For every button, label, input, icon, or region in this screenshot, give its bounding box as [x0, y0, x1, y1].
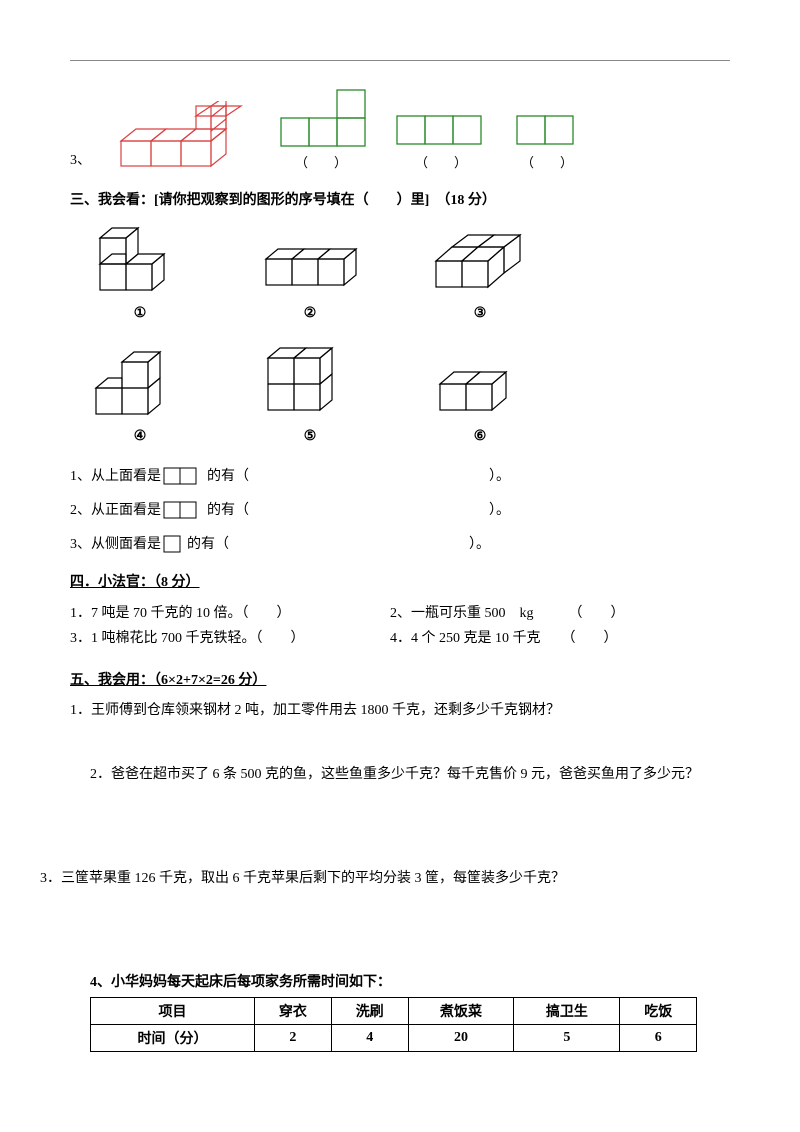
green-l-shape-icon: [271, 86, 371, 148]
q3-view-3: （ ）: [511, 106, 583, 171]
red-3d-cubes-icon: [111, 101, 251, 171]
cube-fig-4: [90, 342, 190, 422]
sec3-q2-end: ）。: [489, 499, 510, 519]
sec3-q2: 2、从正面看是 的有（ ）。: [70, 499, 730, 519]
sec3-q3-mid: 的有（: [187, 533, 229, 553]
sec4-r1: 2、一瓶可乐重 500 kg （ ）: [390, 601, 625, 626]
td-4: 5: [514, 1024, 620, 1051]
th-0: 项目: [91, 997, 255, 1024]
th-5: 吃饭: [620, 997, 697, 1024]
blank-paren-1: （ ）: [295, 152, 347, 171]
sec4-r2: 4．4 个 250 克是 10 千克 （ ）: [390, 626, 618, 651]
td-3: 20: [408, 1024, 514, 1051]
sec3-q1: 1、从上面看是 的有（ ）。: [70, 465, 730, 485]
sec3-q3-prefix: 3、从侧面看是: [70, 533, 161, 553]
sec5-q4-intro: 4、小华妈妈每天起床后每项家务所需时间如下：: [90, 971, 730, 991]
cube-label-6: ⑥: [430, 428, 530, 445]
section4-title: 四．小法官：（8 分）: [70, 571, 730, 591]
table-row-data: 时间（分） 2 4 20 5 6: [91, 1024, 697, 1051]
cube-fig-3: [430, 219, 530, 299]
cube-row-1: [90, 219, 730, 299]
section3-title: 三、我会看：[请你把观察到的图形的序号填在（ ）里] （18 分）: [70, 189, 730, 209]
q3-label: 3、: [70, 149, 91, 171]
sec3-q1-mid: 的有（: [207, 465, 249, 485]
cube-label-3: ③: [430, 305, 530, 322]
q3-3d-figure: [111, 101, 251, 171]
sec3-q3-shape: [163, 533, 185, 553]
q3-view-1: （ ）: [271, 86, 371, 171]
sec3-q2-mid: 的有（: [207, 499, 249, 519]
td-0: 时间（分）: [91, 1024, 255, 1051]
th-4: 搞卫生: [514, 997, 620, 1024]
cube-label-4: ④: [90, 428, 190, 445]
sec5-table: 项目 穿衣 洗刷 煮饭菜 搞卫生 吃饭 时间（分） 2 4 20 5 6: [90, 997, 697, 1052]
table-row-header: 项目 穿衣 洗刷 煮饭菜 搞卫生 吃饭: [91, 997, 697, 1024]
sec5-q3: 3．三筐苹果重 126 千克，取出 6 千克苹果后剩下的平均分装 3 筐，每筐装…: [40, 867, 730, 891]
blank-paren-3: （ ）: [521, 152, 573, 171]
green-row2-icon: [511, 106, 583, 148]
cube-fig-2: [260, 219, 360, 299]
sec3-q2-shape: [163, 499, 205, 519]
sec3-q1-end: ）。: [489, 465, 510, 485]
sec3-q3: 3、从侧面看是 的有（ ）。: [70, 533, 730, 553]
page: 3、: [0, 0, 800, 1132]
cube-label-2: ②: [260, 305, 360, 322]
td-1: 2: [255, 1024, 332, 1051]
sec4-row1: 1．7 吨是 70 千克的 10 倍。（ ） 2、一瓶可乐重 500 kg （ …: [70, 601, 730, 626]
cube-row-2: [90, 342, 730, 422]
td-2: 4: [331, 1024, 408, 1051]
sec3-q3-end: ）。: [469, 533, 490, 553]
cube-label-1: ①: [90, 305, 190, 322]
sec3-q2-prefix: 2、从正面看是: [70, 499, 161, 519]
sec4-row2: 3．1 吨棉花比 700 千克铁轻。（ ） 4．4 个 250 克是 10 千克…: [70, 626, 730, 651]
cube-fig-5: [260, 342, 360, 422]
sec4-l1: 1．7 吨是 70 千克的 10 倍。（ ）: [70, 601, 390, 626]
sec5-q2: 2．爸爸在超市买了 6 条 500 克的鱼，这些鱼重多少千克？每千克售价 9 元…: [90, 763, 730, 787]
th-2: 洗刷: [331, 997, 408, 1024]
th-3: 煮饭菜: [408, 997, 514, 1024]
cube-fig-1: [90, 219, 190, 299]
td-5: 6: [620, 1024, 697, 1051]
blank-paren-2: （ ）: [415, 152, 467, 171]
sec3-q1-shape: [163, 465, 205, 485]
q3-view-2: （ ）: [391, 106, 491, 171]
th-1: 穿衣: [255, 997, 332, 1024]
green-row3-icon: [391, 106, 491, 148]
section5-title: 五、我会用：（6×2+7×2=26 分）: [70, 669, 730, 689]
sec4-l2: 3．1 吨棉花比 700 千克铁轻。（ ）: [70, 626, 390, 651]
sec3-q1-prefix: 1、从上面看是: [70, 465, 161, 485]
cube-label-row-2: ④ ⑤ ⑥: [90, 428, 730, 445]
cube-fig-6: [430, 342, 530, 422]
cube-label-row-1: ① ② ③: [90, 305, 730, 322]
q3-row: 3、: [70, 86, 730, 171]
top-rule: [70, 60, 730, 61]
cube-grid: ① ② ③: [90, 219, 730, 445]
sec5-q1: 1．王师傅到仓库领来钢材 2 吨，加工零件用去 1800 千克，还剩多少千克钢材…: [70, 699, 730, 723]
sec4-body: 1．7 吨是 70 千克的 10 倍。（ ） 2、一瓶可乐重 500 kg （ …: [70, 601, 730, 651]
cube-label-5: ⑤: [260, 428, 360, 445]
